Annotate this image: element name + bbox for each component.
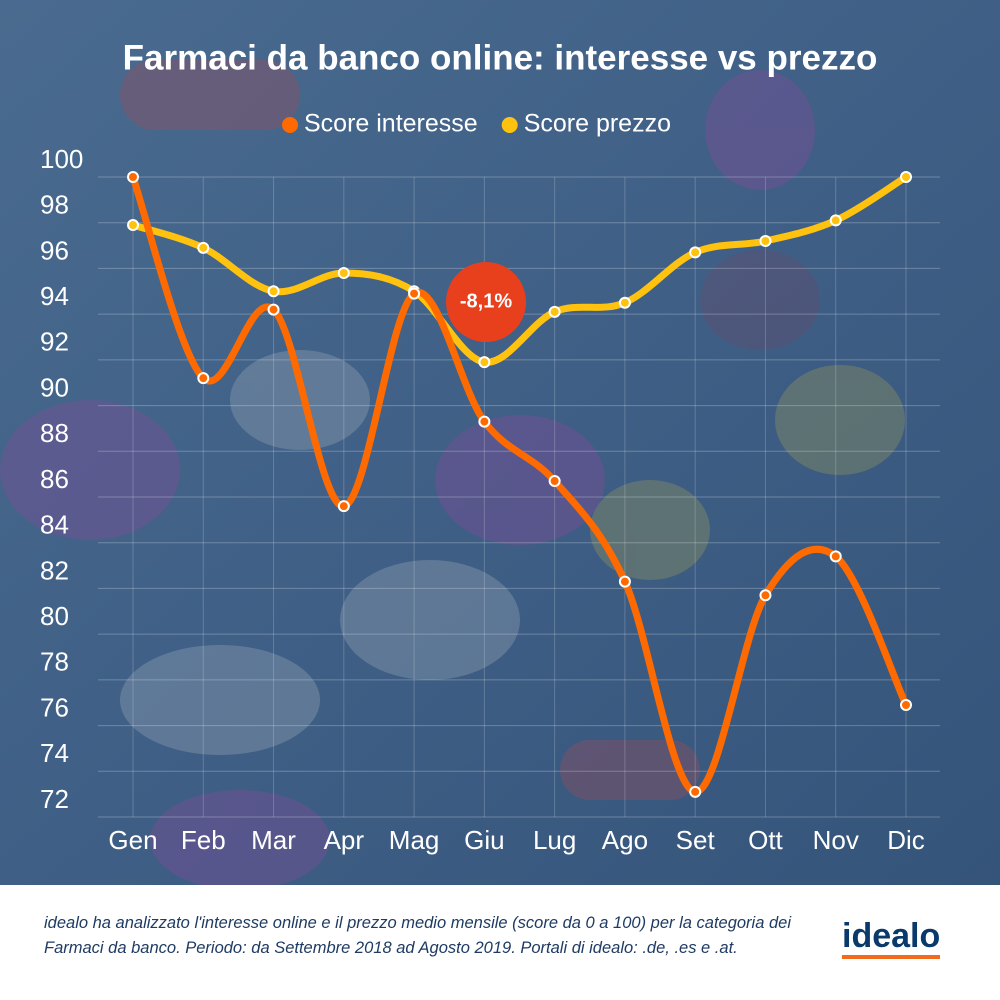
footnote: idealo ha analizzato l'interesse online …: [44, 914, 791, 957]
data-point: [408, 287, 421, 300]
x-tick-label: Ott: [748, 825, 783, 855]
annotation: -8,1%: [460, 290, 512, 312]
legend-label: Score prezzo: [524, 110, 671, 138]
x-tick-label: Ago: [602, 825, 648, 855]
legend-label: Score interesse: [304, 110, 478, 138]
y-tick-label: 74: [40, 738, 69, 768]
data-point: [337, 500, 350, 513]
x-tick-label: Gen: [108, 825, 157, 855]
data-point: [759, 235, 772, 247]
legend-marker: [282, 117, 298, 133]
x-tick-label: Mag: [389, 825, 440, 855]
data-point: [478, 356, 491, 369]
x-tick-label: Dic: [887, 825, 925, 855]
y-tick-label: 88: [40, 418, 69, 448]
y-tick-label: 76: [40, 692, 69, 722]
data-point: [900, 171, 912, 183]
data-point: [829, 550, 842, 563]
y-tick-label: 80: [40, 601, 69, 631]
x-tick-label: Feb: [181, 825, 226, 855]
x-tick-label: Apr: [324, 825, 365, 855]
chart-title: Farmaci da banco online: interesse vs pr…: [123, 38, 878, 77]
y-tick-label: 98: [40, 190, 69, 220]
y-tick-label: 92: [40, 327, 69, 357]
data-point: [689, 246, 702, 259]
data-point: [127, 219, 139, 231]
y-tick-label: 84: [40, 510, 69, 540]
x-tick-label: Nov: [813, 825, 859, 855]
data-point: [759, 589, 772, 602]
data-point: [478, 415, 491, 428]
x-tick-label: Set: [676, 825, 716, 855]
data-point: [618, 296, 631, 309]
x-tick-label: Giu: [464, 825, 504, 855]
logo: idealo: [842, 917, 941, 959]
y-tick-label: 94: [40, 281, 69, 311]
x-tick-label: Lug: [533, 825, 576, 855]
series-line: [129, 173, 910, 366]
y-tick-label: 100: [40, 144, 83, 174]
data-point: [548, 305, 561, 318]
data-point: [337, 267, 350, 279]
y-tick-label: 86: [40, 464, 69, 494]
data-point: [267, 285, 280, 298]
y-tick-label: 90: [40, 372, 69, 402]
chart: Farmaci da banco online: interesse vs pr…: [0, 0, 1000, 890]
annotation-bubble: [446, 262, 526, 342]
legend-marker: [501, 117, 518, 133]
data-point: [197, 372, 210, 385]
y-tick-label: 82: [40, 555, 69, 585]
data-point: [197, 241, 210, 254]
data-point: [127, 171, 139, 183]
data-point: [267, 303, 280, 316]
data-point: [900, 699, 912, 711]
data-point: [689, 785, 702, 798]
footer: idealo ha analizzato l'interesse online …: [0, 885, 1000, 1000]
pill-decoration: [0, 60, 905, 890]
data-point: [618, 575, 631, 588]
x-tick-label: Mar: [251, 825, 296, 855]
y-tick-label: 72: [40, 784, 69, 814]
data-point: [829, 214, 842, 227]
data-point: [548, 475, 561, 487]
y-tick-label: 96: [40, 235, 69, 265]
y-tick-label: 78: [40, 647, 69, 677]
